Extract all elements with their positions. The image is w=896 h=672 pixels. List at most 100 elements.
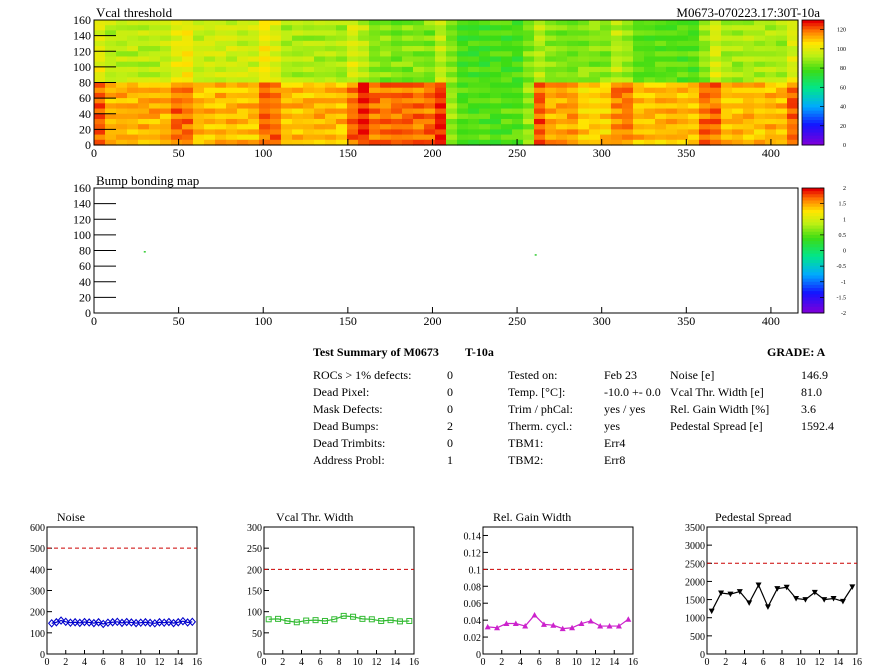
heatmap-cell — [710, 87, 722, 94]
heatmap-cell — [160, 25, 172, 32]
heatmap-cell — [182, 82, 194, 89]
heatmap-cell — [567, 20, 579, 26]
heatmap-cell — [710, 134, 722, 141]
heatmap-cell — [204, 118, 216, 125]
palette-swatch — [802, 216, 824, 220]
heatmap-cell — [457, 77, 469, 84]
heatmap-cell — [622, 46, 634, 52]
palette-tick-label: 80 — [840, 66, 846, 72]
heatmap-cell — [127, 98, 139, 104]
series-line — [711, 583, 853, 612]
y-tick-label: 40 — [79, 275, 91, 289]
heatmap-cell — [490, 20, 502, 26]
heatmap-cell — [116, 51, 128, 58]
x-tick-label: 50 — [173, 314, 185, 328]
summary-middle-label: Tested on: — [508, 368, 558, 382]
heatmap-cell — [688, 92, 700, 99]
heatmap-cell — [94, 129, 106, 136]
heatmap-cell — [281, 108, 293, 115]
palette-swatch — [802, 253, 824, 258]
heatmap-cell — [292, 51, 304, 58]
heatmap-cell — [677, 82, 689, 89]
heatmap-cell — [446, 72, 458, 78]
heatmap-cell — [688, 72, 700, 78]
heatmap-cell — [622, 82, 634, 89]
palette-swatch — [802, 129, 824, 133]
summary-left-value: 0 — [447, 368, 453, 382]
palette-swatch — [802, 272, 824, 276]
heatmap-cell — [94, 66, 106, 73]
heatmap-cell — [523, 134, 535, 141]
heatmap-cell — [699, 124, 711, 130]
heatmap-cell — [413, 77, 425, 84]
heatmap-cell — [578, 87, 590, 94]
heatmap-cell — [501, 134, 513, 141]
heatmap-cell — [424, 51, 436, 58]
heatmap-cell — [336, 77, 348, 84]
heatmap-cell — [149, 56, 161, 63]
heatmap-cell — [226, 92, 238, 99]
heatmap-cell — [633, 66, 645, 73]
x-tick-label: 200 — [423, 314, 441, 328]
heatmap-cell — [105, 134, 117, 141]
heatmap-cell — [116, 124, 128, 130]
heatmap-cell — [699, 129, 711, 136]
palette-tick-label: 60 — [840, 85, 846, 91]
heatmap-cell — [435, 25, 447, 32]
heatmap-cell — [534, 129, 546, 136]
heatmap-cell — [578, 124, 590, 130]
heatmap-cell — [556, 46, 568, 52]
heatmap-cell — [292, 46, 304, 52]
heatmap-cell — [622, 72, 634, 78]
heatmap-cell — [743, 66, 755, 73]
heatmap-cell — [776, 129, 788, 136]
heatmap-cell — [116, 56, 128, 63]
heatmap-cell — [105, 87, 117, 94]
heatmap-cell — [160, 113, 172, 120]
heatmap-cell — [270, 20, 282, 26]
heatmap-cell — [116, 66, 128, 73]
heatmap-cell — [259, 40, 271, 47]
heatmap-cell — [182, 30, 194, 37]
heatmap-cell — [710, 30, 722, 37]
y-tick-label: 1000 — [685, 614, 705, 625]
heatmap-cell — [765, 77, 777, 84]
heatmap-cell — [677, 20, 689, 26]
heatmap-cell — [567, 25, 579, 32]
heatmap-cell — [512, 56, 524, 63]
heatmap-cell — [149, 92, 161, 99]
x-tick-label: 16 — [852, 657, 862, 668]
heatmap-cell — [116, 92, 128, 99]
heatmap-cell — [292, 72, 304, 78]
heatmap-cell — [545, 118, 557, 125]
heatmap-cell — [215, 134, 227, 141]
heatmap-cell — [699, 113, 711, 120]
heatmap-cell — [204, 56, 216, 63]
heatmap-cell — [501, 56, 513, 63]
heatmap-cell — [578, 77, 590, 84]
palette-swatch — [802, 222, 824, 226]
data-point — [155, 617, 164, 627]
heatmap-cell — [336, 118, 348, 125]
summary-right-value: 1592.4 — [801, 419, 834, 433]
heatmap-cell — [270, 92, 282, 99]
heatmap-cell — [633, 129, 645, 136]
heatmap-cell — [369, 61, 381, 68]
heatmap-cell — [215, 139, 227, 146]
palette-swatch — [802, 247, 824, 251]
heatmap-cell — [512, 103, 524, 110]
heatmap-cell — [721, 139, 733, 146]
heatmap-cell — [105, 51, 117, 58]
heatmap-cell — [369, 30, 381, 37]
heatmap-cell — [259, 61, 271, 68]
data-point — [484, 623, 491, 630]
data-point — [821, 597, 828, 603]
heatmap-cell — [160, 30, 172, 37]
heatmap-cell — [303, 72, 315, 78]
heatmap-cell — [237, 51, 249, 58]
heatmap-cell — [358, 87, 370, 94]
heatmap-cell — [259, 98, 271, 104]
heatmap-cell — [391, 51, 403, 58]
heatmap-cell — [512, 35, 524, 42]
heatmap-cell — [380, 87, 392, 94]
